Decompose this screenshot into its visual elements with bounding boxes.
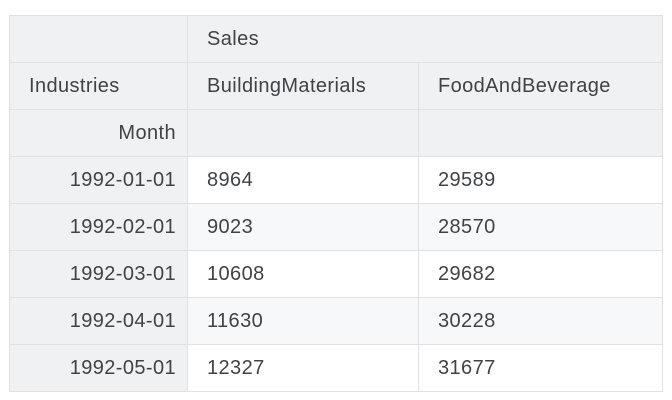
index-name-row: Month <box>9 109 663 157</box>
row-index-month: 1992-01-01 <box>9 156 188 204</box>
column-headers-row: Industries BuildingMaterials FoodAndBeve… <box>9 62 663 110</box>
row-index-month: 1992-03-01 <box>9 250 188 298</box>
row-index-month: 1992-02-01 <box>9 203 188 251</box>
cell-food-and-beverage: 30228 <box>418 297 663 345</box>
blank-header-cell <box>418 109 663 157</box>
cell-building-materials: 12327 <box>187 344 419 392</box>
row-index-month: 1992-05-01 <box>9 344 188 392</box>
cell-food-and-beverage: 28570 <box>418 203 663 251</box>
table-header: Sales Industries BuildingMaterials FoodA… <box>9 15 663 157</box>
corner-blank-cell <box>9 15 188 63</box>
column-group-row: Sales <box>9 15 663 63</box>
column-header-food-and-beverage: FoodAndBeverage <box>418 62 663 110</box>
cell-building-materials: 8964 <box>187 156 419 204</box>
table-row: 1992-05-01 12327 31677 <box>9 344 663 392</box>
cell-food-and-beverage: 29589 <box>418 156 663 204</box>
cell-building-materials: 9023 <box>187 203 419 251</box>
columns-level-name-industries: Industries <box>9 62 188 110</box>
cell-food-and-beverage: 29682 <box>418 250 663 298</box>
index-name-month: Month <box>9 109 188 157</box>
table-row: 1992-03-01 10608 29682 <box>9 250 663 298</box>
sales-dataframe-table: Sales Industries BuildingMaterials FoodA… <box>9 15 663 392</box>
table-row: 1992-04-01 11630 30228 <box>9 297 663 345</box>
row-index-month: 1992-04-01 <box>9 297 188 345</box>
cell-building-materials: 10608 <box>187 250 419 298</box>
table-row: 1992-02-01 9023 28570 <box>9 203 663 251</box>
table-row: 1992-01-01 8964 29589 <box>9 156 663 204</box>
cell-building-materials: 11630 <box>187 297 419 345</box>
column-group-header-sales: Sales <box>187 15 663 63</box>
blank-header-cell <box>187 109 419 157</box>
table-body: 1992-01-01 8964 29589 1992-02-01 9023 28… <box>9 156 663 392</box>
column-header-building-materials: BuildingMaterials <box>187 62 419 110</box>
cell-food-and-beverage: 31677 <box>418 344 663 392</box>
